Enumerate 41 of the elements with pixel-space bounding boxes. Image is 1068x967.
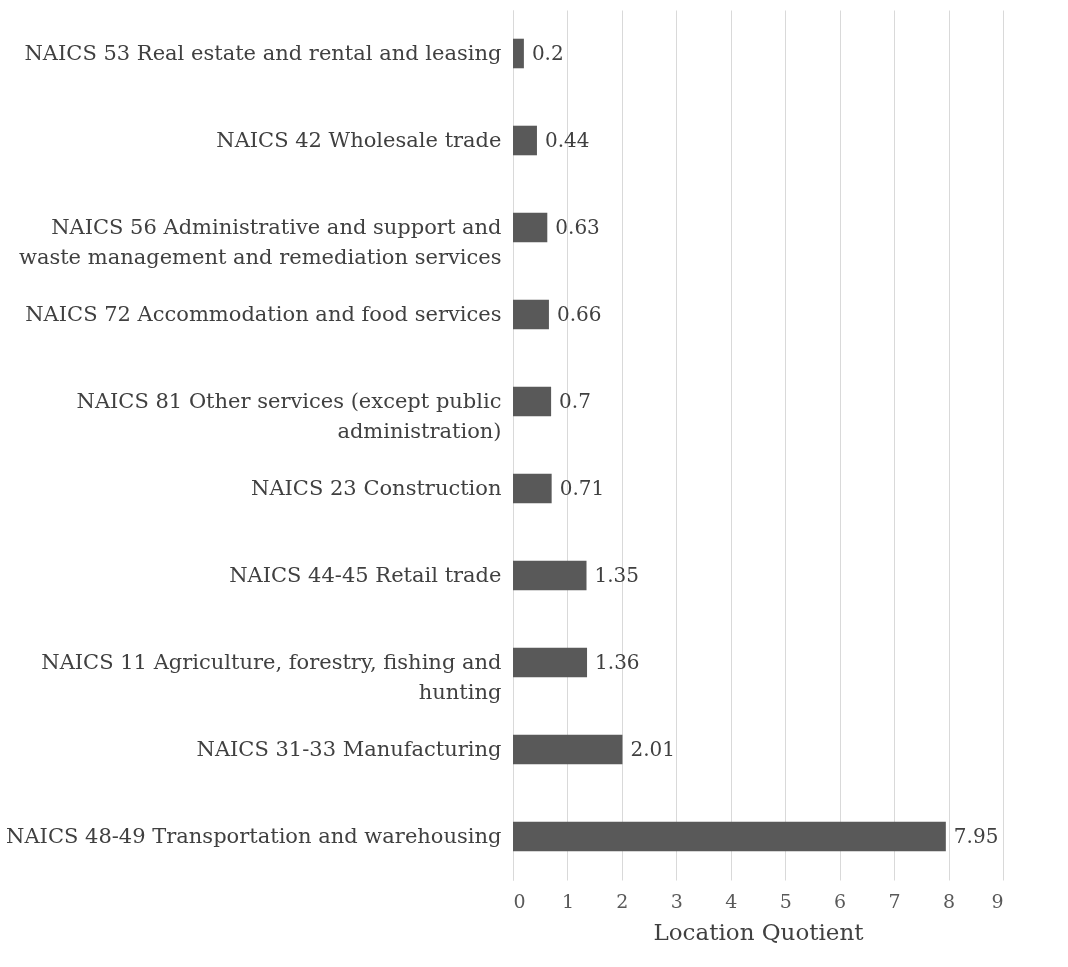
y-tick-label: NAICS 53 Real estate and rental and leasing xyxy=(24,40,502,65)
data-label: 0.63 xyxy=(555,214,600,239)
bar xyxy=(513,647,588,678)
bar xyxy=(513,473,552,504)
y-tick-label: NAICS 44-45 Retail trade xyxy=(229,562,502,587)
data-label: 7.95 xyxy=(953,823,999,848)
x-tick-label: 0 xyxy=(513,889,526,912)
x-tick-label: 6 xyxy=(834,889,847,912)
x-tick-label: 9 xyxy=(991,889,1004,912)
y-tick-label: NAICS 31-33 Manufacturing xyxy=(196,736,502,761)
y-tick-label: NAICS 42 Wholesale trade xyxy=(216,127,502,152)
data-label: 0.66 xyxy=(556,301,602,326)
y-tick-label: NAICS 11 Agriculture, forestry, fishing and hunting xyxy=(41,649,502,704)
bar xyxy=(513,125,537,156)
data-label: 1.35 xyxy=(594,562,640,587)
x-tick-label: 2 xyxy=(616,889,629,912)
data-label: 2.01 xyxy=(630,736,675,761)
x-tick-label: 1 xyxy=(561,889,574,912)
y-tick-label: NAICS 81 Other services (except public administration) xyxy=(76,388,502,443)
bar xyxy=(513,212,548,243)
x-tick-label: 5 xyxy=(779,889,792,912)
bar xyxy=(513,299,549,330)
bar xyxy=(513,560,587,591)
x-tick-label: 7 xyxy=(888,889,901,912)
data-label: 1.36 xyxy=(595,649,640,674)
y-tick-label: NAICS 72 Accommodation and food services xyxy=(25,301,502,326)
x-tick-label: 8 xyxy=(943,889,956,912)
bar xyxy=(513,386,552,417)
data-label: 0.7 xyxy=(559,388,591,413)
y-tick-label: NAICS 23 Construction xyxy=(251,475,502,500)
data-label: 0.2 xyxy=(531,40,564,65)
y-tick-label: NAICS 56 Administrative and support and waste management and remediation services xyxy=(18,214,502,269)
data-label: 0.44 xyxy=(544,127,590,152)
bar xyxy=(513,734,623,765)
y-tick-label: NAICS 48-49 Transportation and warehousing xyxy=(6,823,502,848)
bar xyxy=(513,821,946,852)
bar xyxy=(513,38,524,69)
x-tick-label: 3 xyxy=(670,889,683,912)
x-tick-label: 4 xyxy=(725,889,738,912)
x-axis-title: Location Quotient xyxy=(653,918,865,945)
data-label: 0.71 xyxy=(559,475,605,500)
